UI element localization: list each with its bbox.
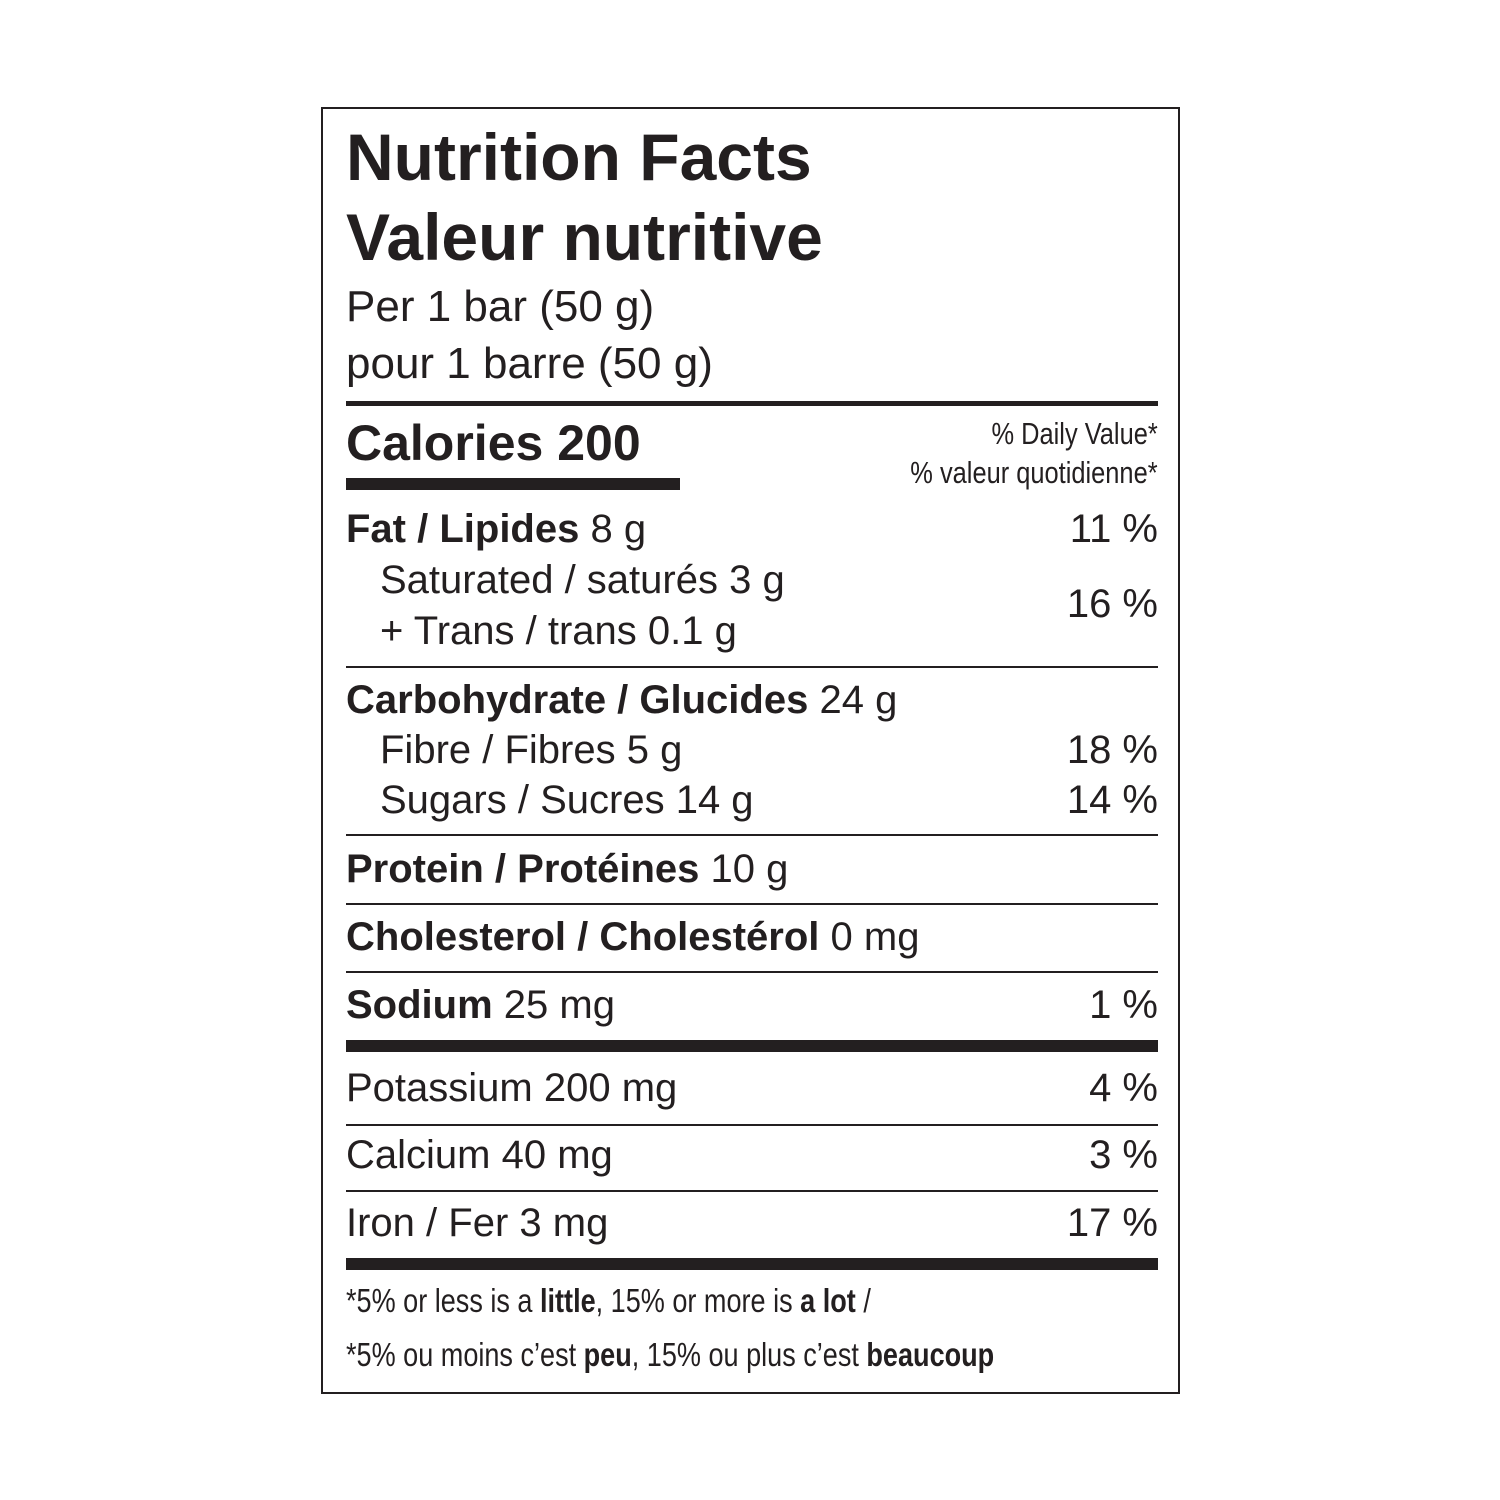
cholesterol-label: Cholesterol / Cholestérol [346,915,820,959]
divider [346,401,1158,406]
potassium-dv: 4 % [1089,1066,1158,1110]
saturated-label: Saturated / saturés [380,558,718,602]
footnote-text: , 15% ou plus c’est [631,1336,867,1373]
nutrition-facts-panel [321,107,1180,1394]
thick-divider [346,1040,1158,1052]
calories-label: Calories [346,415,544,471]
iron-dv: 17 % [1066,1201,1158,1245]
footnote-fr: *5% ou moins c’est peu, 15% ou plus c’es… [346,1338,994,1371]
calcium-amount: 40 mg [501,1133,613,1177]
protein-amount: 10 g [710,847,789,891]
footnote-bold: little [540,1282,596,1319]
trans-amount: 0.1 g [647,609,737,653]
trans-label: + Trans / trans [380,609,637,653]
potassium-row: Potassium 200 mg [346,1068,677,1108]
fibre-row: Fibre / Fibres 5 g [380,730,682,770]
cholesterol-row: Cholesterol / Cholestérol 0 mg [346,917,919,957]
footnote-bold: beaucoup [866,1336,995,1373]
protein-label: Protein / Protéines [346,847,700,891]
divider [346,903,1158,905]
divider [346,1124,1158,1126]
footnote-text: *5% or less is a [346,1282,541,1319]
sodium-row: Sodium 25 mg [346,985,615,1025]
sugars-label: Sugars / Sucres [380,778,665,822]
fibre-amount: 5 g [626,728,683,772]
sodium-dv: 1 % [1089,983,1158,1027]
dv-header-fr: % valeur quotidienne* [910,455,1158,490]
divider [346,834,1158,836]
footnote-text: , 15% or more is [595,1282,801,1319]
fat-dv: 11 % [1069,507,1158,551]
cholesterol-amount: 0 mg [830,915,920,959]
fibre-dv: 18 % [1066,728,1158,772]
saturated-amount: 3 g [729,558,785,602]
dv-header-en: % Daily Value* [991,416,1158,451]
sat-trans-dv: 16 % [1066,582,1158,626]
sugars-amount: 14 g [675,778,754,822]
potassium-label: Potassium [346,1066,533,1110]
fat-row: Fat / Lipides 8 g [346,509,646,549]
footnote-bold: a lot [800,1282,856,1319]
iron-amount: 3 mg [519,1201,609,1245]
calcium-row: Calcium 40 mg [346,1135,613,1175]
calories-bar [346,478,680,490]
sugars-row: Sugars / Sucres 14 g [380,780,754,820]
fat-label: Fat / Lipides [346,507,580,551]
calories-value: 200 [557,415,641,471]
footnote-en: *5% or less is a little, 15% or more is … [346,1284,871,1317]
saturated-row: Saturated / saturés 3 g [380,560,785,600]
divider [346,971,1158,973]
title-fr: Valeur nutritive [346,200,823,274]
footnote-text: / [855,1282,871,1319]
iron-label: Iron / Fer [346,1201,509,1245]
footnote-text: *5% ou moins c’est [346,1336,584,1373]
title-en: Nutrition Facts [346,120,812,194]
trans-row: + Trans / trans 0.1 g [380,611,737,651]
protein-row: Protein / Protéines 10 g [346,849,788,889]
iron-row: Iron / Fer 3 mg [346,1203,608,1243]
carbohydrate-label: Carbohydrate / Glucides [346,678,809,722]
divider [346,1190,1158,1192]
sodium-label: Sodium [346,983,493,1027]
sugars-dv: 14 % [1066,778,1158,822]
serving-fr: pour 1 barre (50 g) [346,339,713,388]
thick-divider [346,1258,1158,1270]
potassium-amount: 200 mg [543,1066,678,1110]
calcium-dv: 3 % [1089,1133,1158,1177]
divider [346,666,1158,668]
fibre-label: Fibre / Fibres [380,728,616,772]
calcium-label: Calcium [346,1133,491,1177]
fat-amount: 8 g [590,507,647,551]
carbohydrate-row: Carbohydrate / Glucides 24 g [346,680,897,720]
footnote-bold: peu [583,1336,632,1373]
sodium-amount: 25 mg [503,983,615,1027]
calories: Calories 200 [346,418,641,468]
serving-en: Per 1 bar (50 g) [346,282,655,331]
carbohydrate-amount: 24 g [819,678,898,722]
